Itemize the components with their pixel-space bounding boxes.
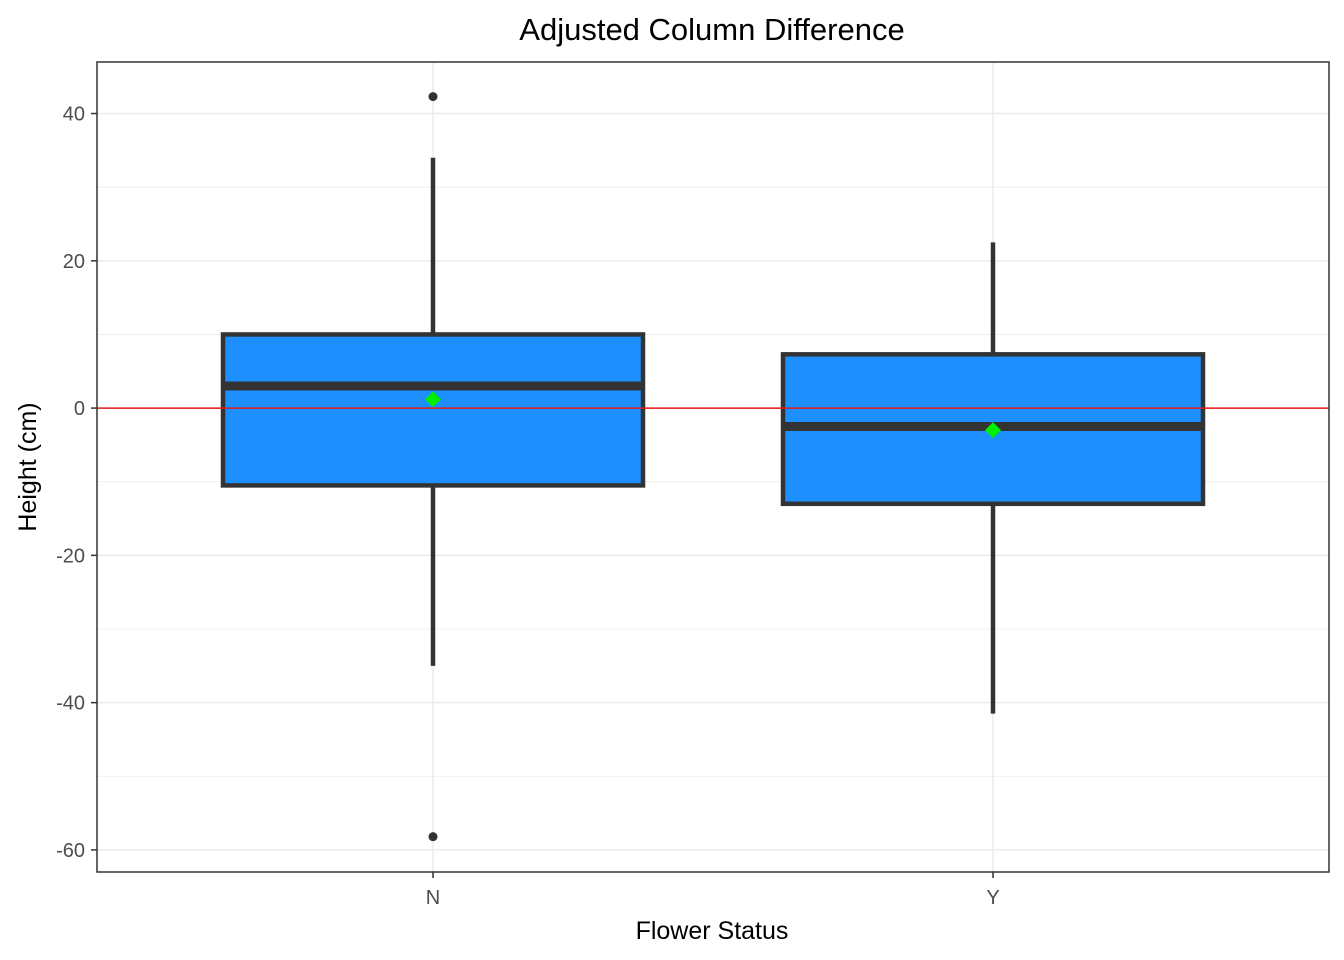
box-group-n [220,92,646,842]
x-tick-label: N [426,887,440,909]
y-tick-label: 40 [63,104,85,126]
plot-panel-border [96,61,1330,873]
box-body [220,332,646,488]
outlier-point [428,832,438,842]
mean-marker-n [425,391,441,408]
chart-title: Adjusted Column Difference [519,12,904,47]
y-tick-label: -40 [56,693,85,715]
x-tick-label: Y [986,887,999,909]
boxes-layer [97,92,1329,842]
y-axis-title: Height (cm) [14,402,42,531]
mean-marker-y [985,422,1001,439]
y-tick-label: 20 [63,251,85,273]
outlier-point [428,92,438,102]
box-group-y [780,242,1206,714]
x-axis-title: Flower Status [636,917,789,945]
y-tick-label: -20 [56,545,85,567]
y-axis: -60 -40 -20 0 20 40 [56,104,97,862]
y-tick-label: 0 [74,398,85,420]
y-tick-label: -60 [56,840,85,862]
